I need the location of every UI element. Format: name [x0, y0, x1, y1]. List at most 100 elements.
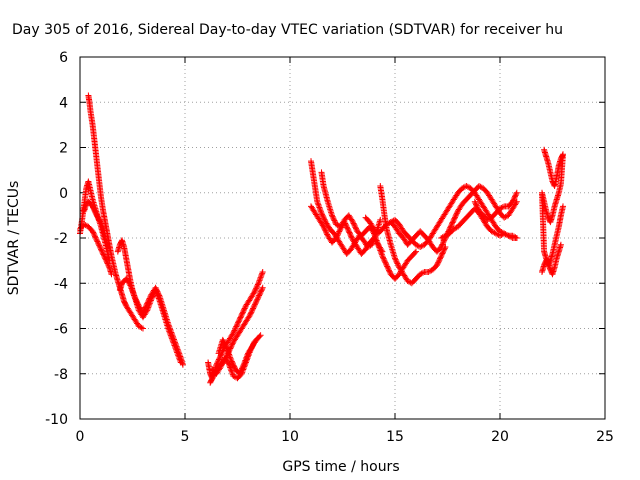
- data-point: [236, 370, 243, 377]
- data-point: [436, 256, 443, 263]
- data-point: [209, 375, 216, 382]
- data-point: [375, 241, 382, 248]
- data-point: [255, 280, 262, 287]
- data-point: [257, 274, 264, 281]
- data-point: [350, 220, 357, 227]
- data-point: [89, 228, 96, 235]
- data-point: [375, 243, 382, 250]
- data-point: [499, 204, 506, 211]
- data-point: [438, 253, 445, 260]
- data-point: [102, 256, 109, 263]
- data-point: [209, 373, 216, 380]
- data-point: [215, 357, 222, 364]
- data-point: [447, 223, 454, 230]
- data-point: [149, 293, 156, 300]
- data-point: [221, 340, 228, 347]
- data-point: [439, 250, 446, 257]
- data-point: [214, 359, 221, 366]
- data-point: [226, 351, 233, 358]
- data-point: [323, 230, 330, 237]
- data-point: [168, 333, 175, 340]
- data-point: [215, 356, 222, 363]
- data-point: [226, 361, 233, 368]
- data-point: [253, 298, 260, 305]
- data-point: [378, 250, 385, 257]
- data-point: [241, 305, 248, 312]
- data-point: [145, 303, 152, 310]
- data-point: [226, 352, 233, 359]
- data-point: [251, 301, 258, 308]
- data-point: [381, 256, 388, 263]
- data-point: [144, 305, 151, 312]
- data-point: [256, 292, 263, 299]
- data-point: [251, 288, 258, 295]
- y-tick-label: 6: [59, 50, 68, 66]
- x-tick-label: 5: [181, 429, 190, 445]
- data-point: [331, 217, 338, 224]
- data-point: [146, 301, 153, 308]
- data-point: [257, 289, 264, 296]
- data-point: [220, 338, 227, 345]
- data-point: [177, 358, 184, 365]
- data-point: [98, 246, 104, 253]
- data-point: [239, 310, 246, 317]
- data-point: [321, 226, 328, 233]
- data-point: [128, 286, 135, 293]
- data-point: [240, 361, 247, 368]
- data-point: [241, 360, 248, 367]
- data-point: [250, 305, 257, 312]
- data-point: [374, 238, 381, 245]
- data-point: [332, 218, 338, 225]
- data-point: [413, 248, 419, 255]
- data-point: [152, 287, 159, 294]
- data-point: [434, 262, 440, 269]
- data-point: [450, 218, 457, 225]
- data-point: [217, 353, 224, 360]
- data-point: [94, 238, 101, 245]
- data-point: [333, 235, 340, 241]
- data-point: [512, 193, 518, 200]
- data-point: [253, 284, 260, 291]
- data-point: [343, 223, 350, 230]
- data-point: [241, 306, 248, 313]
- data-point: [330, 214, 337, 221]
- data-point: [449, 219, 456, 226]
- data-point: [454, 209, 461, 216]
- data-point: [440, 238, 447, 245]
- data-point: [104, 260, 111, 267]
- data-point: [508, 234, 515, 241]
- data-point: [452, 214, 458, 221]
- data-point: [344, 225, 351, 232]
- data-point: [440, 247, 447, 254]
- data-point: [317, 208, 324, 215]
- data-point: [319, 211, 326, 218]
- data-point: [320, 215, 327, 222]
- data-point: [228, 342, 235, 349]
- data-point: [321, 224, 328, 231]
- data-point: [230, 328, 237, 335]
- data-point: [383, 262, 390, 269]
- data-point: [232, 324, 239, 331]
- data-point: [175, 352, 182, 359]
- data-point: [238, 311, 245, 318]
- data-point: [174, 350, 181, 357]
- x-tick-label: 15: [386, 429, 404, 445]
- data-point: [346, 229, 353, 236]
- data-point: [233, 322, 240, 329]
- data-point: [216, 355, 223, 362]
- data-point: [236, 315, 243, 322]
- data-point: [146, 300, 153, 307]
- data-point: [449, 220, 455, 227]
- data-point: [474, 205, 481, 212]
- data-point: [254, 281, 261, 288]
- data-point: [225, 360, 232, 367]
- data-point: [250, 304, 257, 311]
- data-point: [259, 270, 266, 277]
- data-point: [377, 248, 384, 255]
- data-point: [434, 260, 441, 267]
- data-point: [252, 300, 259, 307]
- data-point: [254, 296, 261, 303]
- data-point: [347, 232, 354, 239]
- data-point: [321, 216, 328, 223]
